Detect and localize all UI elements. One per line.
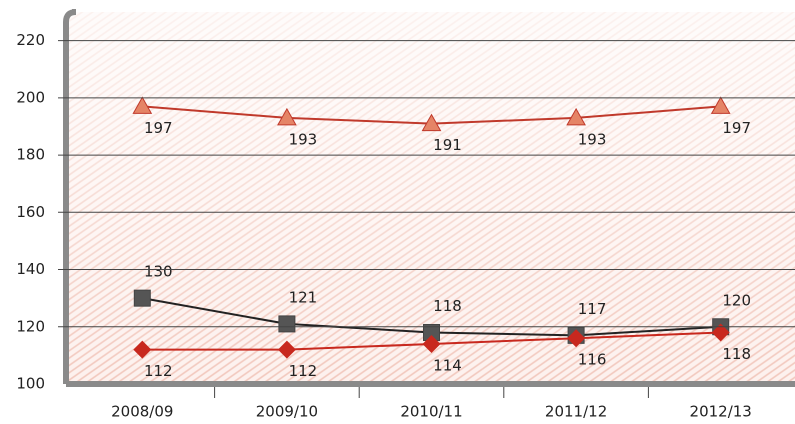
data-label: 118 (722, 345, 751, 363)
data-label: 112 (144, 362, 173, 380)
y-tick-label: 120 (16, 317, 45, 335)
y-tick-label: 140 (16, 260, 45, 278)
y-tick-label: 100 (16, 375, 45, 393)
x-tick-label: 2009/10 (256, 403, 318, 421)
marker (277, 340, 296, 359)
data-label: 118 (433, 297, 462, 315)
axis-frame (63, 9, 795, 387)
x-tick-label: 2010/11 (400, 403, 462, 421)
x-tick-label: 2008/09 (111, 403, 173, 421)
data-label: 112 (289, 362, 318, 380)
data-label: 197 (722, 119, 751, 137)
marker (422, 334, 441, 353)
y-tick-label: 180 (16, 146, 45, 164)
marker (133, 289, 151, 307)
y-tick-label: 160 (16, 203, 45, 221)
data-label: 193 (289, 130, 318, 148)
y-tick-label: 220 (16, 31, 45, 49)
marker (566, 107, 586, 126)
marker (132, 96, 153, 114)
x-tick-label: 2012/13 (690, 403, 752, 421)
marker (421, 113, 442, 132)
marker (278, 315, 296, 333)
marker (567, 329, 586, 348)
data-label: 191 (433, 136, 462, 154)
marker (711, 323, 730, 342)
data-label: 117 (578, 300, 607, 318)
marker (133, 340, 152, 359)
data-label: 120 (722, 291, 751, 309)
y-tick-label: 200 (16, 88, 45, 106)
plot-background (68, 12, 795, 384)
data-label: 114 (433, 356, 462, 374)
marker (710, 96, 731, 114)
data-label: 197 (144, 119, 173, 137)
data-label: 116 (578, 351, 607, 369)
data-label: 121 (289, 288, 318, 306)
marker (277, 107, 297, 126)
x-tick-label: 2011/12 (545, 403, 607, 421)
data-label: 193 (578, 130, 607, 148)
data-label: 130 (144, 263, 173, 281)
marks: 197 193 191 193 197 130 121 118 117 120 112 112 114 1… (132, 96, 751, 380)
